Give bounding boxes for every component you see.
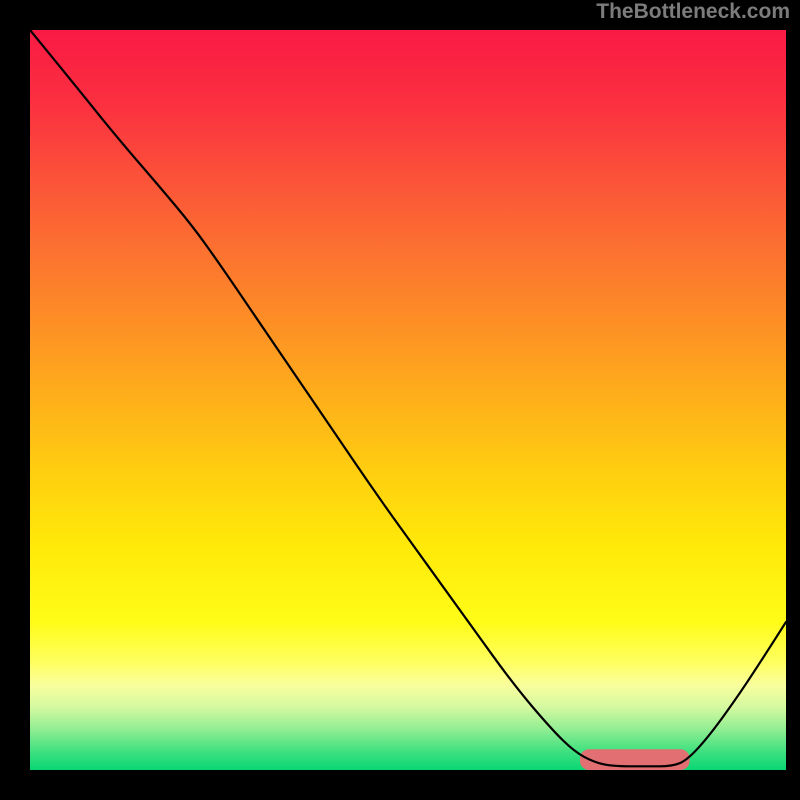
gradient-background [30, 30, 786, 770]
watermark-text: TheBottleneck.com [596, 0, 790, 24]
chart-frame: TheBottleneck.com [0, 0, 800, 800]
plot-area [30, 30, 786, 770]
chart-svg [30, 30, 786, 770]
